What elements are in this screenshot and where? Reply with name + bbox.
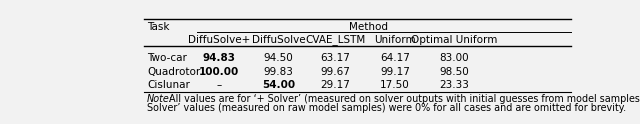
Text: 54.00: 54.00 [262,80,295,90]
Text: Uniform: Uniform [374,35,416,45]
Text: 63.17: 63.17 [321,53,350,63]
Text: Solver’ values (measured on raw model samples) were 0% for all cases and are omi: Solver’ values (measured on raw model sa… [147,103,626,113]
Text: 64.17: 64.17 [380,53,410,63]
Text: 29.17: 29.17 [321,80,350,90]
Text: 100.00: 100.00 [199,67,239,77]
Text: Note:: Note: [147,94,173,104]
Text: –: – [216,80,221,90]
Text: Quadrotor: Quadrotor [147,67,200,77]
Text: CVAE_LSTM: CVAE_LSTM [305,34,365,45]
Text: Two-car: Two-car [147,53,187,63]
Text: DiffuSolve: DiffuSolve [252,35,305,45]
Text: Optimal Uniform: Optimal Uniform [412,35,498,45]
Text: 99.83: 99.83 [264,67,293,77]
Text: 94.83: 94.83 [202,53,236,63]
Text: 94.50: 94.50 [264,53,293,63]
Text: 99.67: 99.67 [321,67,350,77]
Text: 98.50: 98.50 [440,67,469,77]
Text: 23.33: 23.33 [440,80,469,90]
Text: 83.00: 83.00 [440,53,469,63]
Text: 17.50: 17.50 [380,80,410,90]
Text: All values are for ‘+ Solver’ (measured on solver outputs with initial guesses f: All values are for ‘+ Solver’ (measured … [166,94,640,104]
Text: 99.17: 99.17 [380,67,410,77]
Text: Task: Task [147,22,170,32]
Text: DiffuSolve+: DiffuSolve+ [188,35,250,45]
Text: Cislunar: Cislunar [147,80,190,90]
Text: Method: Method [349,22,388,32]
